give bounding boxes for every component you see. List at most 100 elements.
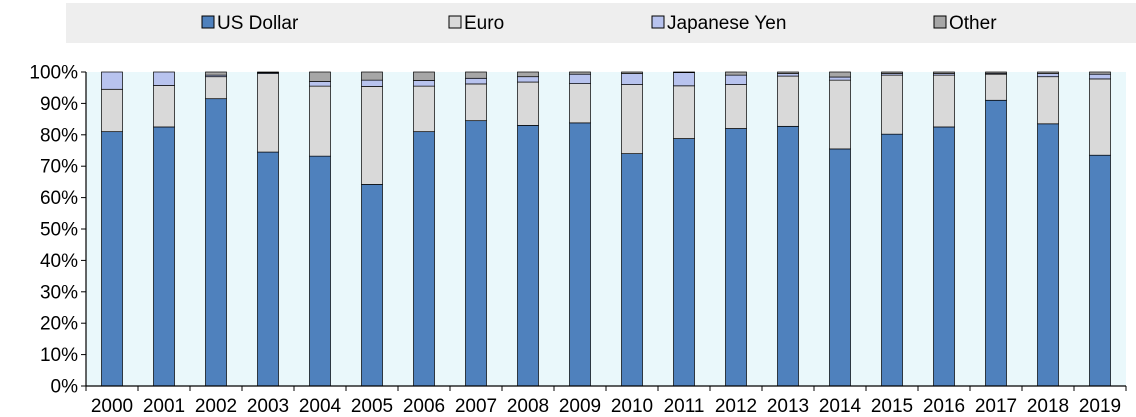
bar-segment bbox=[517, 81, 539, 126]
bar-segment bbox=[829, 76, 851, 81]
legend-swatch bbox=[201, 15, 215, 29]
bar-segment bbox=[777, 125, 799, 387]
legend-swatch bbox=[933, 15, 947, 29]
bar-segment bbox=[361, 71, 383, 81]
bar-segment bbox=[1037, 71, 1059, 74]
y-tick-label: 70% bbox=[40, 157, 78, 178]
x-tick-label: 2005 bbox=[351, 396, 393, 417]
bar-segment bbox=[1089, 71, 1111, 75]
bar-segment bbox=[985, 73, 1007, 101]
bar-segment bbox=[673, 71, 695, 73]
y-tick-label: 60% bbox=[40, 188, 78, 209]
bar-segment bbox=[413, 71, 435, 81]
x-tick-label: 2008 bbox=[507, 396, 549, 417]
bar-segment bbox=[517, 76, 539, 83]
bar-segment bbox=[985, 71, 1007, 74]
bar-segment bbox=[569, 83, 591, 124]
bar-segment bbox=[569, 71, 591, 75]
x-tick-label: 2002 bbox=[195, 396, 237, 417]
bar-segment bbox=[881, 71, 903, 74]
x-tick-label: 2003 bbox=[247, 396, 289, 417]
bar-segment bbox=[465, 120, 487, 387]
bar-segment bbox=[1089, 73, 1111, 80]
bar-segment bbox=[829, 79, 851, 150]
bar-segment bbox=[101, 131, 123, 387]
bar-segment bbox=[413, 80, 435, 87]
legend-label: Japanese Yen bbox=[667, 13, 786, 34]
bar-segment bbox=[777, 71, 799, 74]
y-tick-label: 90% bbox=[40, 94, 78, 115]
y-tick-label: 30% bbox=[40, 282, 78, 303]
bar-segment bbox=[1089, 78, 1111, 156]
x-tick-label: 2018 bbox=[1027, 396, 1069, 417]
y-tick-label: 50% bbox=[40, 220, 78, 241]
bar-segment bbox=[465, 71, 487, 79]
bar-segment bbox=[621, 153, 643, 387]
bar-segment bbox=[101, 71, 123, 90]
bar-segment bbox=[257, 73, 279, 153]
y-tick-label: 100% bbox=[29, 63, 78, 84]
x-tick-label: 2000 bbox=[91, 396, 133, 417]
bar-segment bbox=[673, 138, 695, 387]
bar-segment bbox=[725, 128, 747, 387]
legend-label: Euro bbox=[464, 13, 504, 34]
y-tick-label: 80% bbox=[40, 125, 78, 146]
bar-segment bbox=[777, 73, 799, 77]
bar-segment bbox=[465, 77, 487, 85]
bar-segment bbox=[881, 133, 903, 387]
x-tick-label: 2004 bbox=[299, 396, 342, 417]
bar-segment bbox=[1037, 76, 1059, 125]
x-tick-label: 2012 bbox=[715, 396, 757, 417]
bar-segment bbox=[829, 71, 851, 78]
bar-segment bbox=[153, 71, 175, 86]
x-tick-label: 2001 bbox=[143, 396, 185, 417]
bar-segment bbox=[153, 126, 175, 387]
bar-segment bbox=[673, 85, 695, 139]
bar-segment bbox=[1037, 123, 1059, 387]
plot-area bbox=[86, 72, 1126, 386]
bar-segment bbox=[621, 84, 643, 154]
bar-segment bbox=[205, 98, 227, 387]
bar-segment bbox=[829, 148, 851, 387]
bar-segment bbox=[413, 131, 435, 387]
bar-segment bbox=[881, 74, 903, 135]
bar-segment bbox=[309, 85, 331, 157]
x-tick-label: 2011 bbox=[664, 396, 705, 417]
legend-label: Other bbox=[949, 13, 997, 34]
bar-segment bbox=[361, 184, 383, 387]
bar-segment bbox=[725, 71, 747, 76]
bar-segment bbox=[465, 83, 487, 122]
bar-segment bbox=[725, 84, 747, 129]
y-axis: 0% 10% 20% 30% 40% 50% 60% 70% 80% 90% 100% bbox=[29, 63, 87, 398]
bar-segment bbox=[1089, 154, 1111, 387]
bar-segment bbox=[517, 71, 539, 78]
bar-segment bbox=[153, 85, 175, 128]
legend-background bbox=[66, 3, 1136, 43]
x-tick-label: 2007 bbox=[455, 396, 497, 417]
bar-segment bbox=[933, 126, 955, 387]
bar-segment bbox=[101, 88, 123, 133]
y-tick-label: 10% bbox=[40, 345, 78, 366]
x-tick-label: 2017 bbox=[975, 396, 1017, 417]
x-tick-label: 2014 bbox=[819, 396, 862, 417]
bar-segment bbox=[309, 81, 331, 87]
bar-segment bbox=[621, 71, 643, 74]
bar-segment bbox=[413, 85, 435, 133]
bar-segment bbox=[205, 76, 227, 100]
bar-segment bbox=[985, 99, 1007, 387]
x-tick-label: 2015 bbox=[871, 396, 913, 417]
legend-label: US Dollar bbox=[217, 13, 299, 34]
y-tick-label: 0% bbox=[51, 377, 79, 398]
bar-segment bbox=[257, 71, 279, 73]
bar-segment bbox=[569, 122, 591, 387]
bar-segment bbox=[673, 72, 695, 87]
x-tick-label: 2019 bbox=[1079, 396, 1121, 417]
bar-segment bbox=[517, 125, 539, 387]
bar-segment bbox=[361, 79, 383, 87]
x-tick-label: 2010 bbox=[611, 396, 653, 417]
bar-segment bbox=[933, 71, 955, 74]
bar-segment bbox=[309, 71, 331, 82]
bars bbox=[101, 71, 1111, 387]
bar-segment bbox=[1037, 73, 1059, 78]
legend-swatch bbox=[651, 15, 665, 29]
